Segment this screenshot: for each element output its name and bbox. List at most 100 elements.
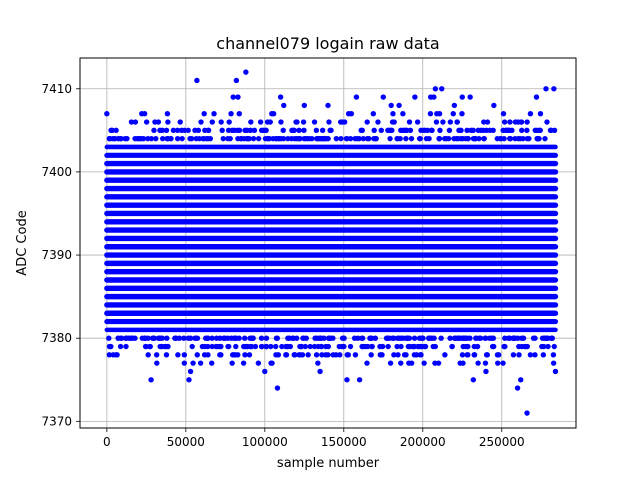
data-point bbox=[542, 135, 548, 142]
data-point bbox=[391, 335, 397, 341]
data-point bbox=[344, 377, 350, 383]
data-point bbox=[106, 335, 112, 341]
data-point bbox=[132, 119, 139, 125]
data-point bbox=[278, 119, 284, 125]
data-point bbox=[269, 111, 275, 117]
data-point bbox=[441, 135, 448, 142]
data-point bbox=[412, 94, 418, 100]
data-point bbox=[353, 94, 360, 100]
data-point bbox=[543, 86, 549, 92]
data-point bbox=[506, 135, 513, 142]
data-point bbox=[165, 135, 171, 142]
data-point bbox=[294, 119, 300, 125]
data-point bbox=[321, 335, 327, 341]
data-point bbox=[427, 111, 434, 117]
data-point bbox=[400, 335, 406, 341]
data-point bbox=[205, 127, 212, 134]
data-point bbox=[533, 94, 540, 100]
data-point bbox=[411, 335, 418, 341]
data-point bbox=[311, 343, 318, 350]
data-point bbox=[317, 368, 323, 375]
data-point bbox=[248, 119, 254, 125]
data-point bbox=[235, 94, 241, 100]
data-point bbox=[456, 127, 462, 134]
data-point bbox=[356, 377, 363, 383]
data-point bbox=[434, 111, 440, 117]
data-point bbox=[360, 135, 367, 142]
data-point bbox=[280, 135, 287, 142]
data-point bbox=[515, 335, 521, 341]
data-point bbox=[359, 335, 365, 341]
data-point bbox=[313, 352, 320, 358]
data-point bbox=[396, 335, 402, 341]
data-point bbox=[421, 360, 427, 366]
data-point bbox=[197, 360, 204, 366]
data-point bbox=[283, 352, 289, 358]
data-point bbox=[482, 335, 489, 341]
data-point bbox=[159, 135, 166, 142]
data-point bbox=[217, 352, 223, 358]
data-point bbox=[401, 352, 408, 358]
y-tick-label: 7400 bbox=[41, 165, 72, 179]
data-point bbox=[457, 335, 463, 341]
data-point bbox=[230, 94, 236, 100]
data-point bbox=[534, 135, 540, 142]
data-point bbox=[338, 135, 344, 142]
data-point bbox=[209, 343, 215, 350]
data-point bbox=[519, 127, 525, 134]
data-point bbox=[258, 127, 265, 134]
data-point bbox=[163, 352, 170, 358]
data-point bbox=[181, 335, 187, 341]
data-point bbox=[495, 360, 501, 366]
data-point bbox=[187, 135, 193, 142]
data-point bbox=[437, 127, 443, 134]
data-point bbox=[268, 343, 274, 350]
data-point bbox=[460, 135, 466, 142]
data-point bbox=[157, 335, 164, 341]
data-point bbox=[545, 343, 551, 350]
data-point bbox=[233, 77, 240, 84]
data-point bbox=[544, 335, 550, 341]
data-point bbox=[230, 352, 237, 358]
data-point bbox=[181, 352, 188, 358]
data-point bbox=[262, 368, 268, 375]
data-point bbox=[242, 127, 248, 134]
data-point bbox=[229, 360, 235, 366]
data-point bbox=[343, 135, 350, 142]
data-point bbox=[165, 119, 171, 125]
data-point bbox=[368, 352, 374, 358]
data-point bbox=[209, 335, 215, 341]
data-point bbox=[194, 77, 200, 84]
data-point bbox=[550, 352, 557, 358]
data-point bbox=[296, 127, 302, 134]
data-point bbox=[445, 135, 452, 142]
data-point bbox=[258, 335, 265, 341]
data-point bbox=[274, 335, 280, 341]
data-point bbox=[185, 127, 191, 134]
data-point bbox=[457, 360, 463, 366]
data-point bbox=[225, 343, 231, 350]
data-point bbox=[109, 127, 115, 134]
data-point bbox=[110, 352, 116, 358]
data-point bbox=[113, 127, 119, 134]
data-point bbox=[291, 352, 297, 358]
data-point bbox=[345, 352, 352, 358]
data-point bbox=[106, 352, 113, 358]
data-point bbox=[326, 119, 332, 125]
data-point bbox=[438, 335, 444, 341]
data-point bbox=[174, 135, 181, 142]
data-point bbox=[369, 335, 375, 341]
data-point bbox=[452, 335, 459, 341]
data-point bbox=[537, 111, 544, 117]
data-point bbox=[345, 111, 352, 117]
data-point bbox=[464, 127, 470, 134]
data-point bbox=[450, 111, 456, 117]
data-point bbox=[440, 119, 446, 125]
data-point bbox=[476, 135, 482, 142]
data-point bbox=[417, 135, 423, 142]
data-point bbox=[473, 335, 479, 341]
data-point bbox=[396, 102, 402, 109]
data-point bbox=[255, 135, 262, 142]
data-point bbox=[209, 119, 215, 125]
